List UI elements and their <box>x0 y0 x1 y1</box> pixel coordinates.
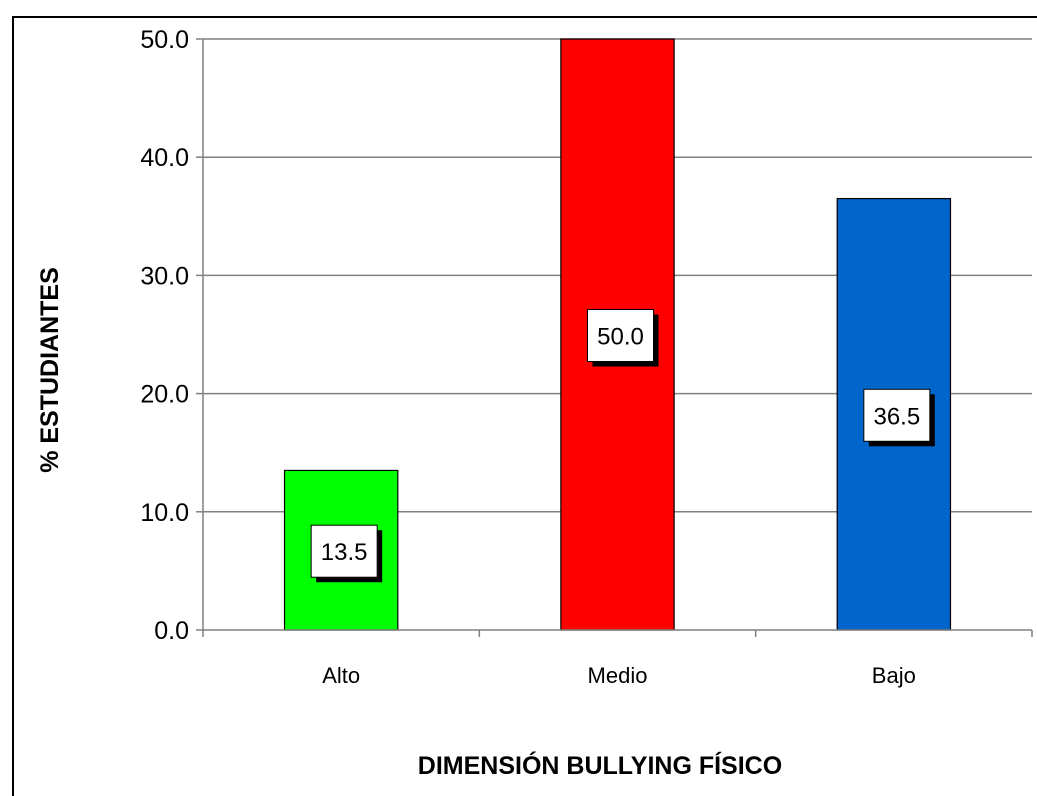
data-label-box <box>587 309 654 362</box>
y-tick-label: 0.0 <box>154 617 189 645</box>
y-tick-label: 40.0 <box>140 144 189 172</box>
data-label-box <box>310 524 378 578</box>
data-label-box <box>863 388 931 442</box>
data-labels: 13.5 50.0 36.5 <box>310 309 935 583</box>
chart-frame <box>12 16 1037 796</box>
x-tick-label: Bajo <box>872 663 916 688</box>
x-tick-label: Alto <box>322 663 360 688</box>
axes: 0.0 10.0 20.0 30.0 40.0 50.0 Alto Medio Bajo <box>140 26 1033 688</box>
y-tick-label: 10.0 <box>140 499 189 527</box>
y-tick-label: 30.0 <box>140 262 189 290</box>
y-axis-title: % ESTUDIANTES <box>36 267 64 473</box>
x-tick-label: Medio <box>588 663 648 688</box>
data-label: 50.0 <box>597 324 644 351</box>
y-tick-label: 50.0 <box>140 26 189 54</box>
data-label: 36.5 <box>873 403 920 430</box>
x-axis-title: DIMENSIÓN BULLYING FÍSICO <box>418 750 782 780</box>
data-label: 13.5 <box>321 539 368 566</box>
y-tick-label: 20.0 <box>140 381 189 409</box>
